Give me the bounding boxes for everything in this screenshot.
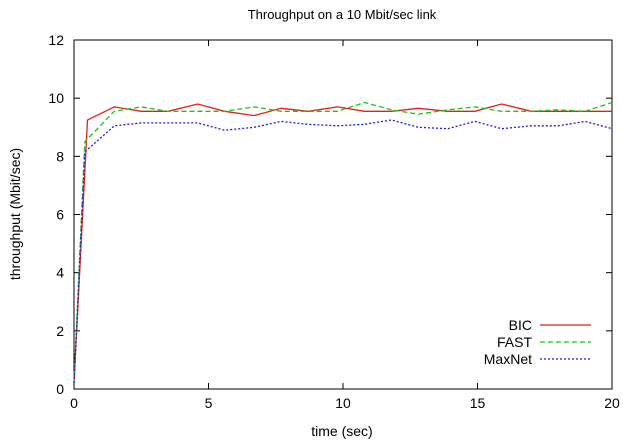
y-tick-label: 10 (48, 90, 64, 106)
plot-axes: 0 5 10 15 20 0 2 4 6 8 10 12 (48, 32, 620, 411)
x-axis-title: time (sec) (311, 423, 372, 439)
y-tick-label: 6 (56, 207, 64, 223)
x-tick-label: 5 (205, 395, 213, 411)
y-tick-label: 2 (56, 323, 64, 339)
y-tick-label: 4 (56, 265, 64, 281)
y-axis-title: throughput (Mbit/sec) (7, 148, 23, 280)
series-line-maxnet (73, 119, 613, 384)
legend-label-fast: FAST (497, 334, 532, 350)
x-tick-label: 15 (470, 395, 486, 411)
series-layer (73, 101, 613, 384)
series-line-bic (73, 103, 612, 384)
x-tick-label: 0 (70, 395, 78, 411)
chart-title: Throughput on a 10 Mbit/sec link (248, 7, 437, 22)
legend-label-maxnet: MaxNet (484, 351, 532, 367)
y-tick-label: 12 (48, 32, 64, 48)
x-tick-label: 20 (604, 395, 620, 411)
series-line-fast (73, 101, 613, 384)
legend-label-bic: BIC (509, 317, 532, 333)
x-tick-label: 10 (335, 395, 351, 411)
y-tick-label: 0 (56, 381, 64, 397)
y-tick-label: 8 (56, 148, 64, 164)
